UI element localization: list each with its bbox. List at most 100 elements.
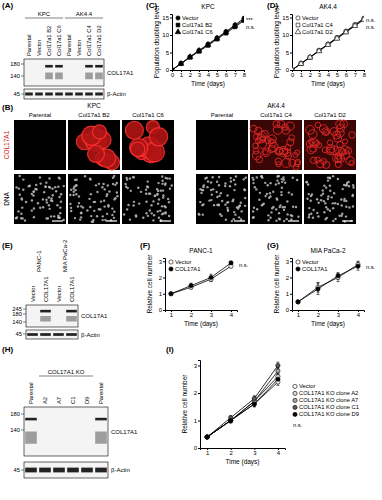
panel-label: (B) (2, 103, 13, 112)
series-line (207, 366, 278, 438)
data-point (316, 48, 322, 53)
legend: VectorCol17a1 B2Col17a1 C6 (175, 15, 212, 35)
marker-tick (21, 76, 24, 77)
band (95, 65, 103, 68)
legend: VectorCOL17A1 KO clone A2COL17A1 KO clon… (293, 383, 359, 417)
series-line (292, 19, 364, 70)
y-tick-label: 1 (194, 418, 198, 424)
y-tick-mark (163, 278, 165, 279)
band (55, 93, 63, 96)
y-tick-label: 15 (162, 15, 169, 21)
legend-marker (293, 405, 297, 409)
group-label: AK4.4 (267, 102, 285, 109)
chart-title: KPC (201, 3, 215, 10)
x-tick-label: 1 (180, 72, 184, 78)
marker-tick (21, 94, 24, 95)
figure: (C)KPC012345678051015Time (days)Populati… (0, 0, 382, 500)
annotation: n.s. (366, 264, 376, 270)
chart-title: PANC-1 (189, 247, 213, 254)
lane-label: Col17a1 B2 (46, 26, 52, 56)
data-point (233, 23, 237, 27)
chart: (G)MIA PaCa-212340123Time (days)Relative… (267, 241, 376, 328)
annotation: n.s. (366, 24, 376, 30)
mw-marker: 45 (14, 467, 20, 473)
row-label: DNA (3, 191, 10, 205)
x-tick-label: 1 (297, 312, 301, 318)
data-point (223, 29, 229, 34)
error-bar (206, 436, 209, 439)
band (95, 73, 103, 80)
lane-label: Vector (36, 39, 42, 56)
y-tick: 0 (166, 67, 172, 73)
marker-tick (23, 322, 26, 323)
column-label: Parental (211, 112, 233, 118)
error-bar (253, 401, 256, 407)
data-point (296, 300, 300, 304)
x-axis-title: Time (days) (225, 458, 259, 466)
y-tick-mark (290, 53, 292, 54)
band (95, 432, 107, 444)
panel-label: (F) (140, 241, 151, 250)
y-axis-title: Relative cell number (146, 254, 153, 314)
data-point (215, 36, 219, 40)
data-point (189, 284, 193, 288)
data-point (361, 16, 364, 21)
y-tick-mark (163, 310, 165, 311)
micrograph-tile (304, 174, 356, 224)
data-point (229, 418, 233, 422)
panel-label: (A) (2, 1, 13, 10)
legend-marker (176, 23, 180, 27)
x-axis: 012345678 (171, 70, 247, 78)
panel-label: (G) (267, 241, 279, 250)
data-point (292, 67, 295, 70)
row-label: COL17A1 (3, 130, 10, 159)
x-tick-label: 6 (225, 72, 229, 78)
x-tick-label: 5 (216, 72, 220, 78)
data-point (317, 48, 321, 52)
band (55, 65, 63, 68)
column-label: Parental (29, 112, 51, 118)
data-point (229, 418, 233, 422)
band (65, 93, 73, 96)
x-tick-label: 3 (210, 312, 214, 318)
y-tick: 2 (159, 275, 165, 281)
group-label: PANC-1 (36, 250, 42, 272)
y-tick-label: 1 (159, 291, 163, 297)
y-axis-title: Relative cell number (273, 254, 280, 314)
lane-label: A2 (42, 397, 48, 404)
x-tick-label: 3 (318, 72, 322, 78)
x-axis-line (166, 311, 238, 313)
column-label: Col17a1 C6 (132, 112, 164, 118)
band (25, 432, 37, 444)
y-tick-label: 2 (194, 390, 198, 396)
lane-label: D9 (84, 397, 90, 404)
error-bar (206, 436, 209, 439)
legend: VectorCOL17A1 (169, 259, 201, 272)
annotation: *** (246, 17, 254, 23)
error-bar (337, 273, 340, 280)
legend-label: Vector (299, 383, 316, 389)
blot-membrane (24, 59, 104, 86)
bands (25, 418, 107, 473)
data-point (353, 23, 357, 27)
y-axis-title: Population doubling level (153, 5, 161, 78)
y-axis-line (290, 259, 293, 311)
x-tick-label: 4 (327, 72, 331, 78)
blot-membrane (24, 462, 108, 478)
lane-label: Col17a1 D2 (96, 25, 102, 56)
y-tick: 0 (159, 307, 165, 313)
y-tick: 5 (286, 50, 292, 56)
data-point (252, 402, 256, 406)
y-axis-line (170, 15, 173, 71)
error-bar (206, 436, 209, 439)
x-tick: 1 (206, 448, 210, 456)
series-line (292, 18, 364, 70)
y-axis: 051015 (162, 15, 172, 74)
plot-area (205, 362, 280, 439)
x-tick: 4 (327, 70, 331, 78)
y-tick: 1 (194, 418, 200, 424)
y-tick-mark (290, 294, 292, 295)
y-tick: 3 (159, 259, 165, 265)
x-tick: 4 (207, 70, 211, 78)
y-tick-mark (198, 393, 200, 394)
